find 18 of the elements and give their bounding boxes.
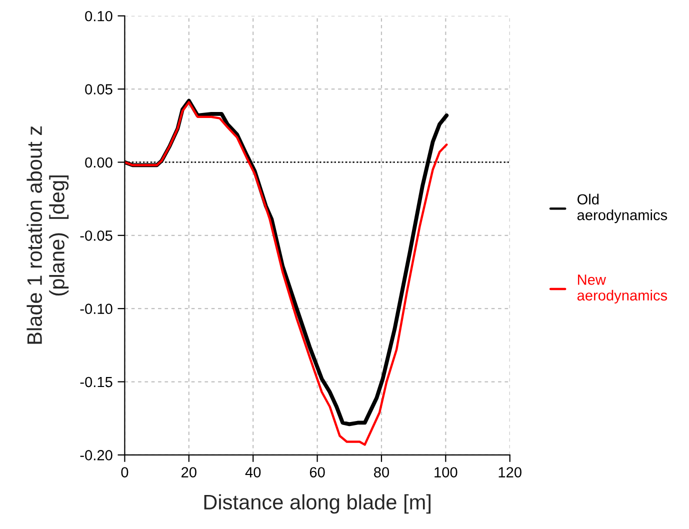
y-tick-label: -0.10 — [80, 304, 112, 314]
x-tick-label: 40 — [245, 467, 261, 478]
x-tick-label: 0 — [121, 467, 128, 478]
y-tick-label: 0.10 — [85, 10, 112, 22]
y-tick-label: -0.15 — [80, 376, 112, 388]
y-axis-title: Blade 1 rotation about z (plane) [deg] — [26, 126, 69, 344]
y-tick-label: -0.20 — [80, 450, 112, 460]
x-tick-label: 20 — [182, 467, 196, 478]
legend-label: New aerodynamics — [577, 274, 668, 304]
y-tick-label: 0.00 — [85, 157, 112, 168]
x-tick-label: 60 — [310, 467, 325, 478]
x-tick-label: 120 — [498, 467, 522, 478]
x-axis-title: Distance along blade [m] — [204, 494, 430, 514]
x-tick-label: 80 — [374, 467, 390, 478]
legend-label: Old aerodynamics — [577, 194, 668, 224]
y-tick-label: -0.05 — [80, 230, 112, 241]
x-tick-label: 100 — [434, 467, 458, 478]
y-tick-label: 0.05 — [85, 84, 112, 94]
